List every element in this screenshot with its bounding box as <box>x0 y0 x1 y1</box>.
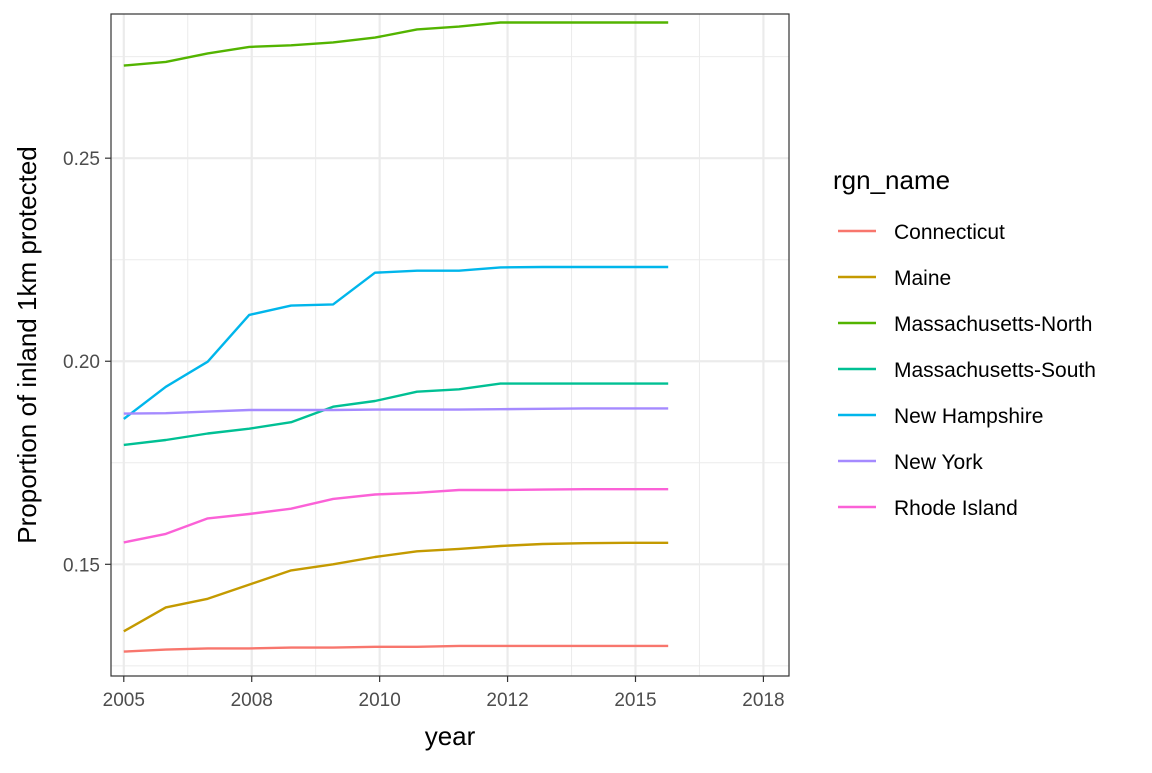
y-tick-label: 0.20 <box>63 352 100 373</box>
y-tick-label: 0.25 <box>63 149 100 170</box>
x-tick-label: 2012 <box>486 690 528 711</box>
series-line-connecticut <box>123 644 669 653</box>
legend-label-maine: Maine <box>894 267 951 290</box>
y-tick-label: 0.15 <box>63 555 100 576</box>
y-axis-title: Proportion of inland 1km protected <box>12 146 42 543</box>
legend-item-connecticut: Connecticut <box>838 221 1005 244</box>
legend-label-new-hampshire: New Hampshire <box>894 405 1043 428</box>
axis-ticks: 2005 2008 2010 2012 2015 2018 0.15 0.20 0.25 <box>63 149 785 711</box>
legend-item-new-hampshire: New Hampshire <box>838 405 1043 428</box>
legend-label-rhode-island: Rhode Island <box>894 497 1018 520</box>
series-line-maine <box>123 541 669 633</box>
series-line-massachusetts-north <box>123 21 669 67</box>
legend-label-massachusetts-north: Massachusetts-North <box>894 313 1092 336</box>
grid <box>111 14 789 676</box>
plot-border <box>110 13 790 677</box>
series-line-new-hampshire <box>123 265 669 420</box>
legend-label-connecticut: Connecticut <box>894 221 1005 244</box>
legend-item-new-york: New York <box>838 451 983 474</box>
legend-item-massachusetts-north: Massachusetts-North <box>838 313 1092 336</box>
x-tick-label: 2005 <box>103 690 145 711</box>
legend-item-rhode-island: Rhode Island <box>838 497 1018 520</box>
legend-item-massachusetts-south: Massachusetts-South <box>838 359 1096 382</box>
x-tick-label: 2010 <box>359 690 401 711</box>
legend-title: rgn_name <box>833 165 950 195</box>
series-line-new-york <box>123 407 669 415</box>
x-tick-label: 2018 <box>742 690 784 711</box>
legend: rgn_name Connecticut Maine Massachusetts-N… <box>833 165 1096 520</box>
legend-label-massachusetts-south: Massachusetts-South <box>894 359 1096 382</box>
x-tick-label: 2015 <box>614 690 656 711</box>
legend-label-new-york: New York <box>894 451 983 474</box>
x-tick-label: 2008 <box>231 690 273 711</box>
legend-item-maine: Maine <box>838 267 951 290</box>
series-line-rhode-island <box>123 488 669 544</box>
x-axis-title: year <box>425 721 476 751</box>
series-line-massachusetts-south <box>123 382 669 447</box>
series-lines <box>123 21 669 653</box>
